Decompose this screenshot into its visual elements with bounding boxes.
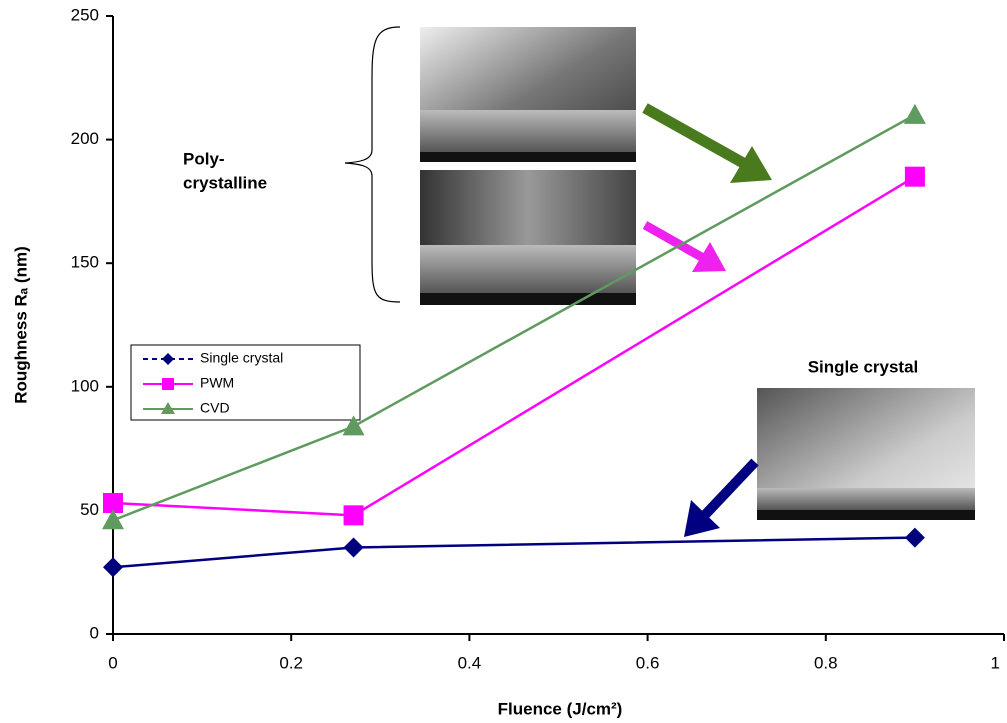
y-tick-label: 100 — [71, 376, 99, 395]
x-tick-label: 0.4 — [458, 653, 482, 672]
sem-image — [420, 170, 636, 305]
arrow — [645, 108, 772, 183]
arrow — [645, 225, 726, 272]
y-tick-label: 250 — [71, 5, 99, 24]
annotation: Poly- — [183, 149, 225, 168]
legend-label: Single crystal — [200, 350, 283, 366]
y-tick-label: 50 — [80, 500, 99, 519]
marker — [103, 557, 123, 577]
y-tick-label: 200 — [71, 129, 99, 148]
brace — [345, 27, 400, 302]
x-axis-label: Fluence (J/cm²) — [498, 699, 623, 718]
x-tick-label: 0.8 — [814, 653, 838, 672]
marker — [905, 528, 925, 548]
x-tick-label: 1 — [991, 653, 1000, 672]
marker — [162, 378, 174, 390]
marker — [344, 537, 364, 557]
legend-label: PWM — [200, 375, 234, 391]
marker — [344, 505, 364, 525]
y-tick-label: 0 — [90, 623, 99, 642]
marker — [905, 167, 925, 187]
legend: Single crystal PWM CVD — [131, 345, 360, 420]
annotation: Single crystal — [808, 357, 919, 376]
x-tick-label: 0.6 — [636, 653, 660, 672]
series-line — [113, 538, 915, 568]
y-axis-label: Roughness Rₐ (nm) — [11, 246, 30, 404]
sem-image — [757, 388, 975, 520]
marker — [904, 104, 926, 124]
x-tick-label: 0.2 — [279, 653, 303, 672]
legend-label: CVD — [200, 400, 230, 416]
chart: Poly- crystalline Single crystal Fluence… — [0, 0, 1007, 723]
y-tick-label: 150 — [71, 253, 99, 272]
sem-image — [420, 27, 636, 162]
arrow — [684, 462, 755, 537]
annotation: crystalline — [183, 173, 267, 192]
x-tick-label: 0 — [108, 653, 117, 672]
